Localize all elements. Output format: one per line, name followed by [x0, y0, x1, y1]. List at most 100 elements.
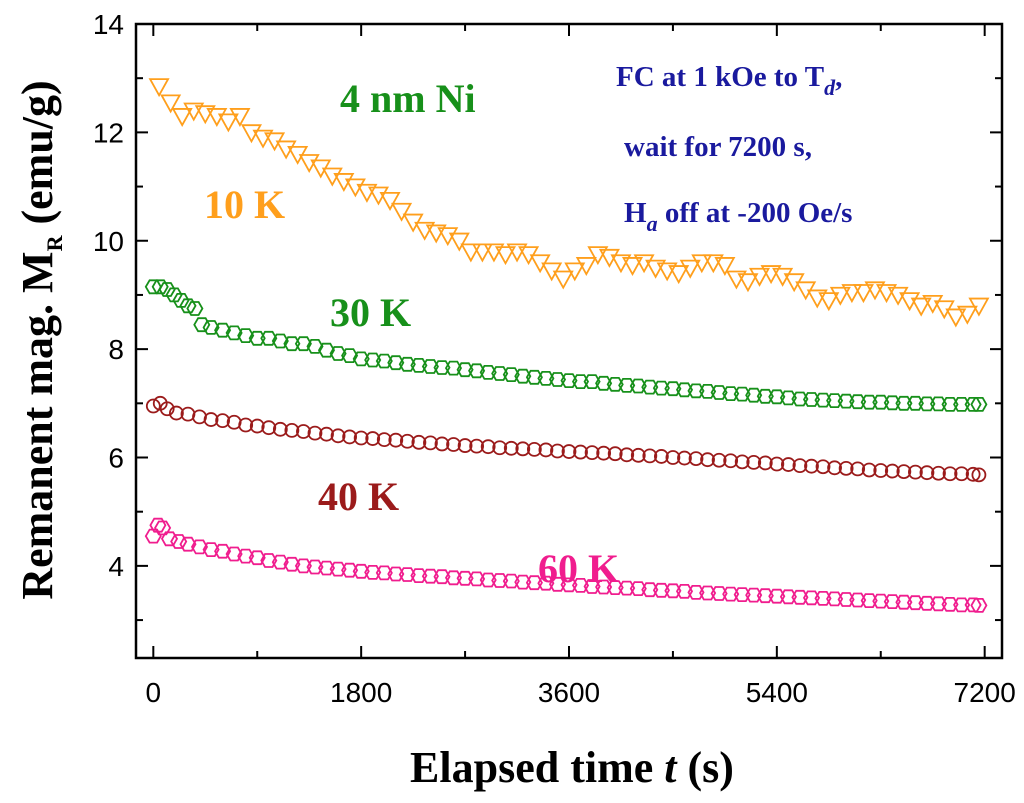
data-point: [895, 395, 913, 411]
data-point: [261, 420, 277, 436]
data-point: [806, 289, 828, 309]
data-point: [526, 441, 542, 457]
data-point: [849, 394, 867, 410]
data-point: [919, 465, 935, 481]
data-point: [237, 548, 255, 564]
data-point: [525, 369, 543, 385]
data-point: [852, 284, 874, 304]
data-point: [172, 292, 190, 308]
x-tick-label: 0: [146, 677, 162, 708]
data-point: [552, 270, 574, 290]
data-point: [630, 447, 646, 463]
data-point: [502, 573, 520, 589]
data-point: [779, 589, 797, 605]
data-point: [968, 297, 990, 317]
data-point: [931, 465, 946, 481]
data-point: [895, 594, 913, 610]
data-point: [149, 517, 167, 533]
data-point: [248, 550, 266, 566]
series-label-40k: 40 K: [318, 474, 399, 519]
data-point: [814, 392, 832, 408]
data-point: [283, 336, 301, 352]
data-point: [271, 333, 289, 349]
data-point: [483, 243, 505, 263]
data-point: [679, 259, 701, 279]
series-60-k: [144, 517, 988, 613]
data-point: [564, 262, 586, 282]
data-point: [525, 575, 543, 591]
data-point: [641, 582, 659, 598]
data-point: [629, 581, 647, 596]
data-point: [330, 428, 346, 444]
data-point: [942, 466, 958, 482]
data-point: [260, 553, 278, 568]
data-point: [652, 380, 670, 396]
data-point: [838, 460, 854, 476]
data-point: [186, 301, 204, 316]
data-point: [296, 424, 311, 439]
data-point: [375, 353, 393, 369]
data-point: [873, 463, 889, 478]
data-point: [583, 374, 601, 390]
data-point: [460, 243, 482, 263]
data-point: [225, 325, 243, 341]
data-point: [294, 336, 312, 352]
data-point: [492, 440, 508, 456]
data-point: [768, 588, 786, 604]
data-point: [733, 386, 751, 402]
data-point: [596, 445, 612, 461]
data-point: [491, 366, 509, 381]
data-point: [306, 559, 324, 575]
data-point: [791, 589, 809, 605]
x-tick-label: 1800: [330, 677, 392, 708]
data-point: [677, 450, 692, 466]
data-point: [768, 389, 786, 405]
data-point: [849, 592, 867, 608]
x-tick-label: 5400: [746, 677, 808, 708]
data-point: [864, 281, 886, 301]
data-point: [387, 566, 405, 582]
data-point: [970, 598, 988, 613]
data-point: [317, 560, 336, 576]
data-point: [448, 232, 470, 252]
data-point: [675, 584, 694, 599]
data-point: [356, 183, 378, 203]
data-point: [183, 102, 205, 122]
data-point: [956, 305, 978, 325]
annotation-line-1: FC at 1 kOe to Td,: [616, 61, 842, 100]
data-point: [700, 452, 715, 468]
data-point: [341, 562, 359, 578]
data-point: [756, 388, 774, 404]
data-point: [814, 591, 832, 606]
data-point: [725, 270, 747, 290]
data-point: [560, 577, 578, 593]
data-point: [388, 432, 404, 448]
data-point: [826, 591, 844, 607]
data-point: [398, 356, 416, 372]
data-point: [491, 573, 509, 588]
data-point: [573, 444, 588, 460]
data-point: [621, 257, 644, 276]
data-point: [675, 382, 694, 398]
data-point: [387, 355, 405, 371]
data-point: [444, 360, 463, 376]
data-point: [723, 453, 739, 469]
data-point: [375, 565, 393, 581]
data-point: [861, 462, 877, 478]
data-point: [583, 579, 601, 594]
data-point: [151, 279, 169, 295]
data-point: [179, 536, 197, 552]
data-point: [249, 418, 265, 434]
data-point: [687, 383, 705, 399]
data-point: [411, 434, 427, 450]
data-point: [607, 446, 623, 462]
x-tick-labels: 0 1800 3600 5400 7200: [146, 677, 1016, 708]
data-point: [652, 582, 670, 598]
data-point: [971, 467, 987, 483]
data-point: [688, 451, 704, 466]
data-point: [457, 438, 473, 453]
data-point: [664, 583, 682, 599]
data-point: [872, 593, 890, 609]
data-point: [425, 224, 447, 244]
data-point: [829, 286, 851, 306]
